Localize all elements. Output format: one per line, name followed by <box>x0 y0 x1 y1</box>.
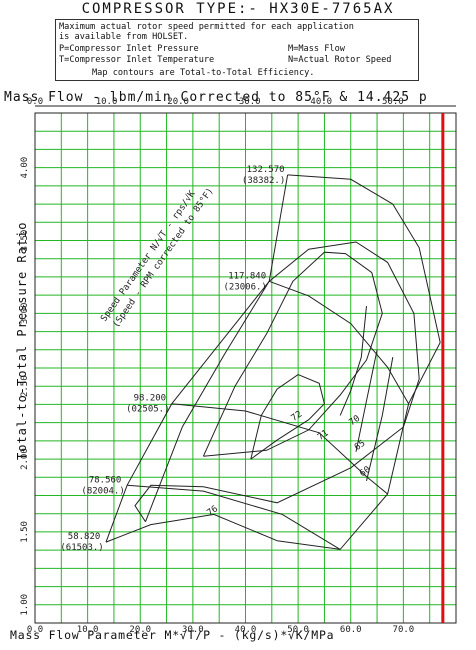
info-box: Maximum actual rotor speed permitted for… <box>55 19 419 81</box>
efficiency-label: 72 <box>290 409 305 423</box>
speed-line-parameter: 78.560 <box>89 475 122 485</box>
x-tick-label: 50.0 <box>287 625 309 635</box>
speed-line <box>287 174 441 343</box>
speed-line <box>127 484 341 550</box>
y-tick-label: 1.00 <box>20 594 30 616</box>
efficiency-label: 70 <box>348 414 363 428</box>
efficiency-contour <box>339 306 367 416</box>
top-tick-label: 30.0 <box>239 97 261 107</box>
speed-line <box>171 403 388 495</box>
chart-title: COMPRESSOR TYPE:- HX30E-7765AX <box>81 1 395 17</box>
y-tick-label: 2.00 <box>20 448 30 470</box>
x-tick-label: 20.0 <box>129 625 151 635</box>
info-line-holset: is available from HOLSET. <box>59 32 189 42</box>
info-contour-note: Map contours are Total-to-Total Efficien… <box>92 68 315 78</box>
efficiency-contour <box>250 374 325 460</box>
x-tick-label: 40.0 <box>235 625 257 635</box>
speed-line <box>269 280 410 404</box>
efficiency-contour <box>366 357 394 482</box>
y-tick-label: 1.50 <box>20 521 30 543</box>
speed-line-rpm: (38382.) <box>242 176 285 186</box>
top-tick-label: 0.0 <box>27 97 43 107</box>
speed-line-parameter: 117.840 <box>228 271 266 281</box>
x-tick-label: 0.0 <box>27 625 43 635</box>
speed-line-rpm: (23006.) <box>224 282 267 292</box>
efficiency-contour <box>355 349 378 452</box>
y-tick-label: 4.00 <box>20 157 30 179</box>
efficiency-contour <box>202 251 383 457</box>
info-m-definition: M=Mass Flow <box>288 44 345 54</box>
speed-parameter-sublabel: (Speed - RPM corrected to 85°F) <box>111 186 216 329</box>
info-line-max-speed: Maximum actual rotor speed permitted for… <box>59 22 354 32</box>
plot-border <box>34 112 457 624</box>
speed-line-parameter: 58.820 <box>68 532 101 542</box>
speed-line-rpm: (61503.) <box>60 543 103 553</box>
y-tick-label: 3.50 <box>20 230 30 252</box>
speed-line-rpm: (02505.) <box>126 405 169 415</box>
info-n-definition: N=Actual Rotor Speed <box>288 55 392 65</box>
top-axis-title: Mass Flow - lbm/min Corrected to 85°F & … <box>4 90 428 105</box>
efficiency-contour <box>134 241 420 522</box>
top-tick-label: 20.0 <box>167 97 189 107</box>
y-tick-label: 2.50 <box>20 375 30 397</box>
x-tick-label: 60.0 <box>340 625 362 635</box>
top-tick-label: 50.0 <box>382 97 404 107</box>
x-tick-label: 10.0 <box>77 625 99 635</box>
top-tick-label: 40.0 <box>310 97 332 107</box>
speed-line-rpm: (82004.) <box>81 486 124 496</box>
map-lines <box>105 113 445 623</box>
info-p-definition: P=Compressor Inlet Pressure <box>59 44 199 54</box>
x-tick-label: 70.0 <box>393 625 415 635</box>
speed-parameter-label: Speed Parameter N/√T - rps/√K <box>98 188 197 324</box>
x-tick-label: 30.0 <box>182 625 204 635</box>
plot-frame <box>34 105 457 624</box>
info-t-definition: T=Compressor Inlet Temperature <box>59 55 215 65</box>
speed-line-parameter: 98.200 <box>134 394 167 404</box>
speed-line <box>105 513 278 543</box>
top-tick-label: 10.0 <box>96 97 118 107</box>
grid <box>34 112 457 624</box>
y-tick-label: 3.00 <box>20 303 30 325</box>
x-axis-title: Mass Flow Parameter M*√T/P - (kg/s)*√K/M… <box>10 628 335 642</box>
speed-line-parameter: 132.570 <box>247 165 285 175</box>
